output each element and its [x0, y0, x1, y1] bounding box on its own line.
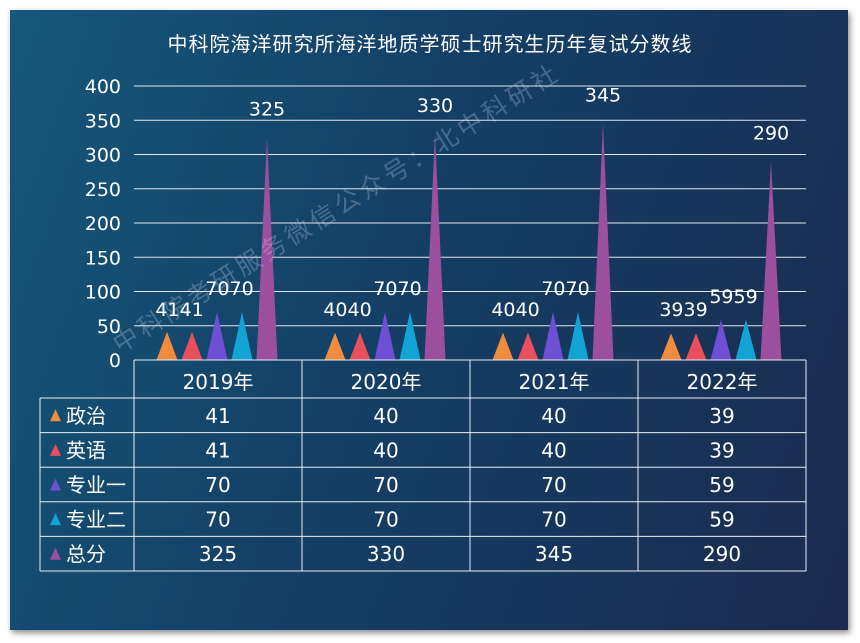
table-header-category: 2021年 [519, 370, 590, 394]
legend-label: 专业一 [66, 473, 126, 497]
table-cell: 40 [373, 438, 398, 462]
bar-triangle [567, 312, 589, 360]
data-label: 4040 [491, 299, 539, 321]
table-cell: 70 [373, 508, 398, 532]
bar-triangle [399, 312, 421, 360]
y-tick-label: 200 [85, 213, 121, 235]
legend-label: 政治 [66, 404, 106, 428]
y-tick-label: 400 [85, 76, 121, 98]
data-label: 4040 [323, 299, 371, 321]
table-header-category: 2020年 [351, 370, 422, 394]
table-cell: 70 [373, 473, 398, 497]
data-label: 3939 [659, 299, 707, 321]
bar-triangle [206, 312, 228, 360]
bar-triangle [231, 312, 253, 360]
table-cell: 40 [373, 404, 398, 428]
bar-triangle [710, 319, 732, 360]
table-cell: 41 [205, 404, 230, 428]
legend-marker [50, 547, 61, 560]
data-label: 7070 [541, 278, 589, 300]
bar-triangle [156, 331, 178, 360]
data-label: 330 [417, 95, 453, 117]
bar-triangle [324, 332, 346, 360]
legend-label: 英语 [66, 438, 106, 462]
bar-triangle [685, 333, 707, 360]
data-label: 290 [753, 122, 789, 144]
data-label: 345 [585, 85, 621, 107]
table-cell: 39 [709, 438, 734, 462]
table-header-category: 2019年 [183, 370, 254, 394]
table-cell: 345 [535, 542, 573, 566]
bar-triangle [592, 123, 614, 360]
bar-triangle [492, 332, 514, 360]
table-cell: 41 [205, 438, 230, 462]
legend-marker [50, 409, 61, 422]
bar-triangle [181, 331, 203, 360]
data-label: 325 [249, 98, 285, 120]
y-tick-label: 150 [85, 247, 121, 269]
table-header-category: 2022年 [687, 370, 758, 394]
table-cell: 59 [709, 508, 734, 532]
legend-marker [50, 478, 61, 491]
table-cell: 39 [709, 404, 734, 428]
table-cell: 70 [541, 508, 566, 532]
bar-triangle [542, 312, 564, 360]
table-cell: 330 [367, 542, 405, 566]
y-tick-label: 0 [109, 350, 121, 372]
bar-triangle [256, 137, 278, 360]
data-label: 7070 [205, 278, 253, 300]
bar-triangle [374, 312, 396, 360]
data-label: 5959 [709, 286, 757, 308]
table-cell: 290 [703, 542, 741, 566]
table-cell: 70 [541, 473, 566, 497]
table-cell: 70 [205, 473, 230, 497]
legend-label: 专业二 [66, 508, 126, 532]
bar-triangle [760, 161, 782, 360]
table-cell: 40 [541, 404, 566, 428]
table-cell: 325 [199, 542, 237, 566]
bar-triangle [517, 332, 539, 360]
legend-label: 总分 [66, 542, 106, 566]
chart-title: 中科院海洋研究所海洋地质学硕士研究生历年复试分数线 [167, 32, 693, 56]
y-tick-label: 250 [85, 179, 121, 201]
legend-marker [50, 513, 61, 526]
table-cell: 40 [541, 438, 566, 462]
table-cell: 59 [709, 473, 734, 497]
bar-triangle [424, 133, 446, 360]
bar-triangle [735, 319, 757, 360]
data-label: 7070 [373, 278, 421, 300]
bar-triangle [349, 332, 371, 360]
y-tick-label: 350 [85, 110, 121, 132]
table-cell: 70 [205, 508, 230, 532]
y-tick-label: 300 [85, 145, 121, 167]
y-tick-label: 50 [97, 316, 121, 338]
legend-marker [50, 443, 61, 456]
y-tick-label: 100 [85, 282, 121, 304]
data-label: 4141 [155, 299, 203, 321]
bar-triangle [660, 333, 682, 360]
